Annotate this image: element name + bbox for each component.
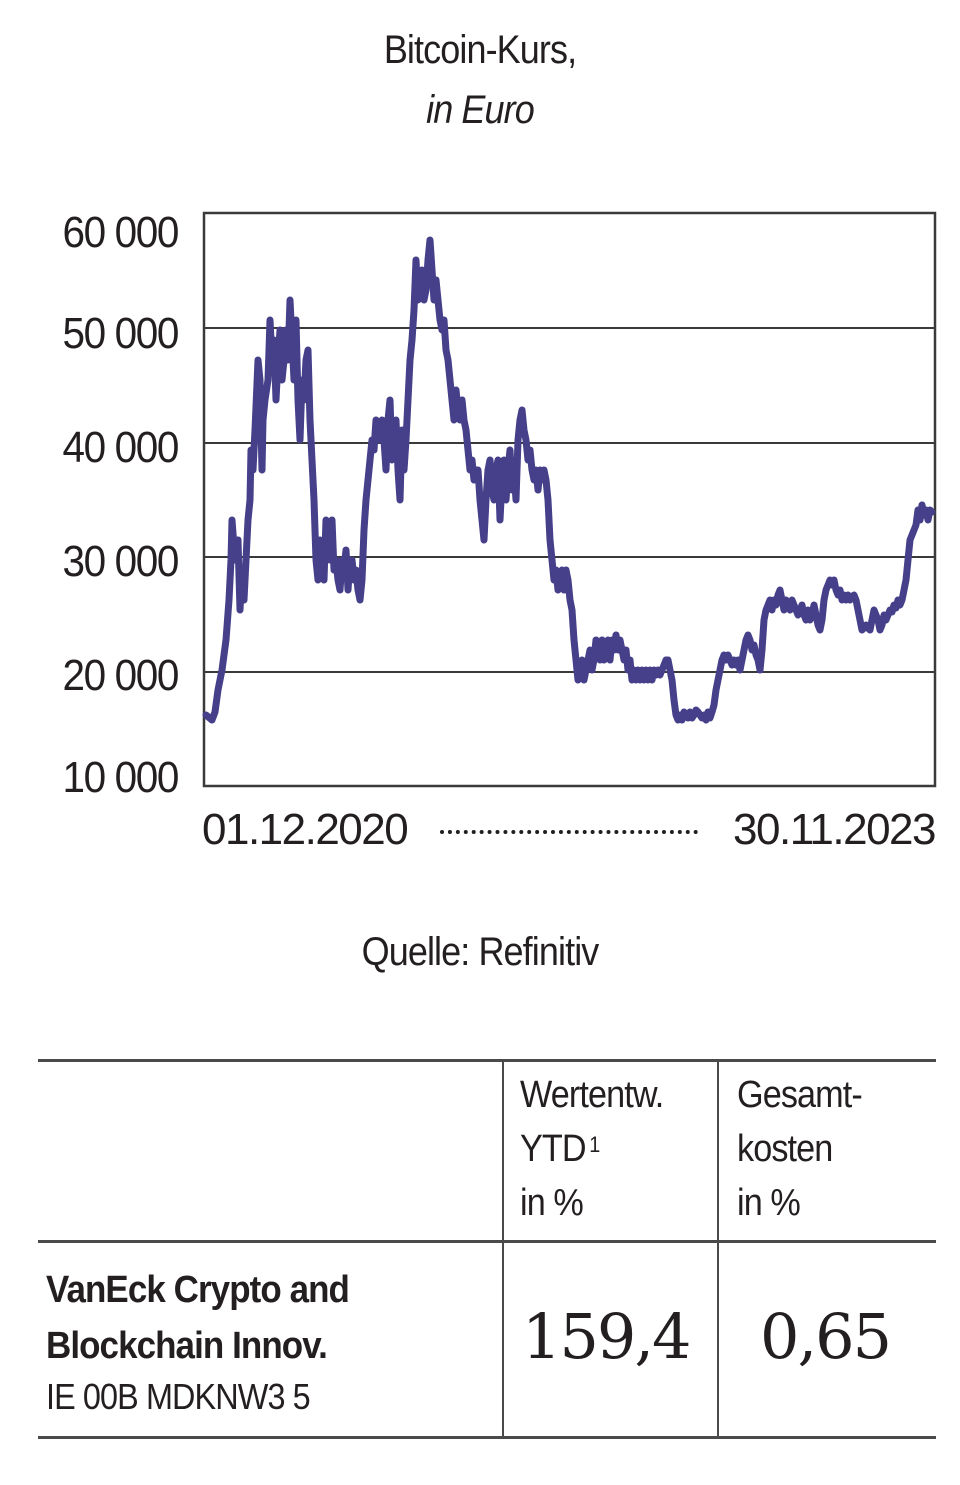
table-top-rule: [38, 1059, 936, 1062]
header-costs: Gesamt- kosten in %: [737, 1074, 863, 1224]
y-tick-60000: 60 000: [62, 208, 179, 257]
y-tick-40000: 40 000: [62, 423, 179, 472]
bitcoin-price-line: [202, 236, 936, 724]
table-col-divider: [717, 1060, 719, 1438]
line-chart: [202, 211, 937, 788]
ytd-value: 159,4: [522, 1300, 691, 1373]
fund-name: VanEck Crypto and Blockchain Innov.: [46, 1269, 350, 1367]
header-ytd: Wertentw. YTD 1 in %: [520, 1074, 664, 1224]
y-tick-30000: 30 000: [62, 537, 179, 586]
footnote-marker: 1: [589, 1132, 600, 1157]
y-tick-10000: 10 000: [62, 753, 179, 802]
table-col-divider: [502, 1060, 504, 1438]
date-range-dotted-line: [440, 830, 698, 834]
table-bottom-rule: [38, 1436, 936, 1439]
table-header-rule: [38, 1240, 936, 1243]
y-tick-20000: 20 000: [62, 651, 179, 700]
chart-subtitle: in Euro: [426, 88, 535, 132]
x-end-date: 30.11.2023: [733, 805, 936, 854]
plot-frame: [202, 211, 937, 788]
x-start-date: 01.12.2020: [202, 805, 409, 854]
fund-isin: IE 00B MDKNW3 5: [46, 1376, 311, 1417]
chart-title: Bitcoin-Kurs,: [383, 28, 577, 72]
source-note: Quelle: Refinitiv: [361, 930, 600, 974]
y-tick-50000: 50 000: [62, 309, 179, 358]
costs-value: 0,65: [760, 1300, 892, 1373]
